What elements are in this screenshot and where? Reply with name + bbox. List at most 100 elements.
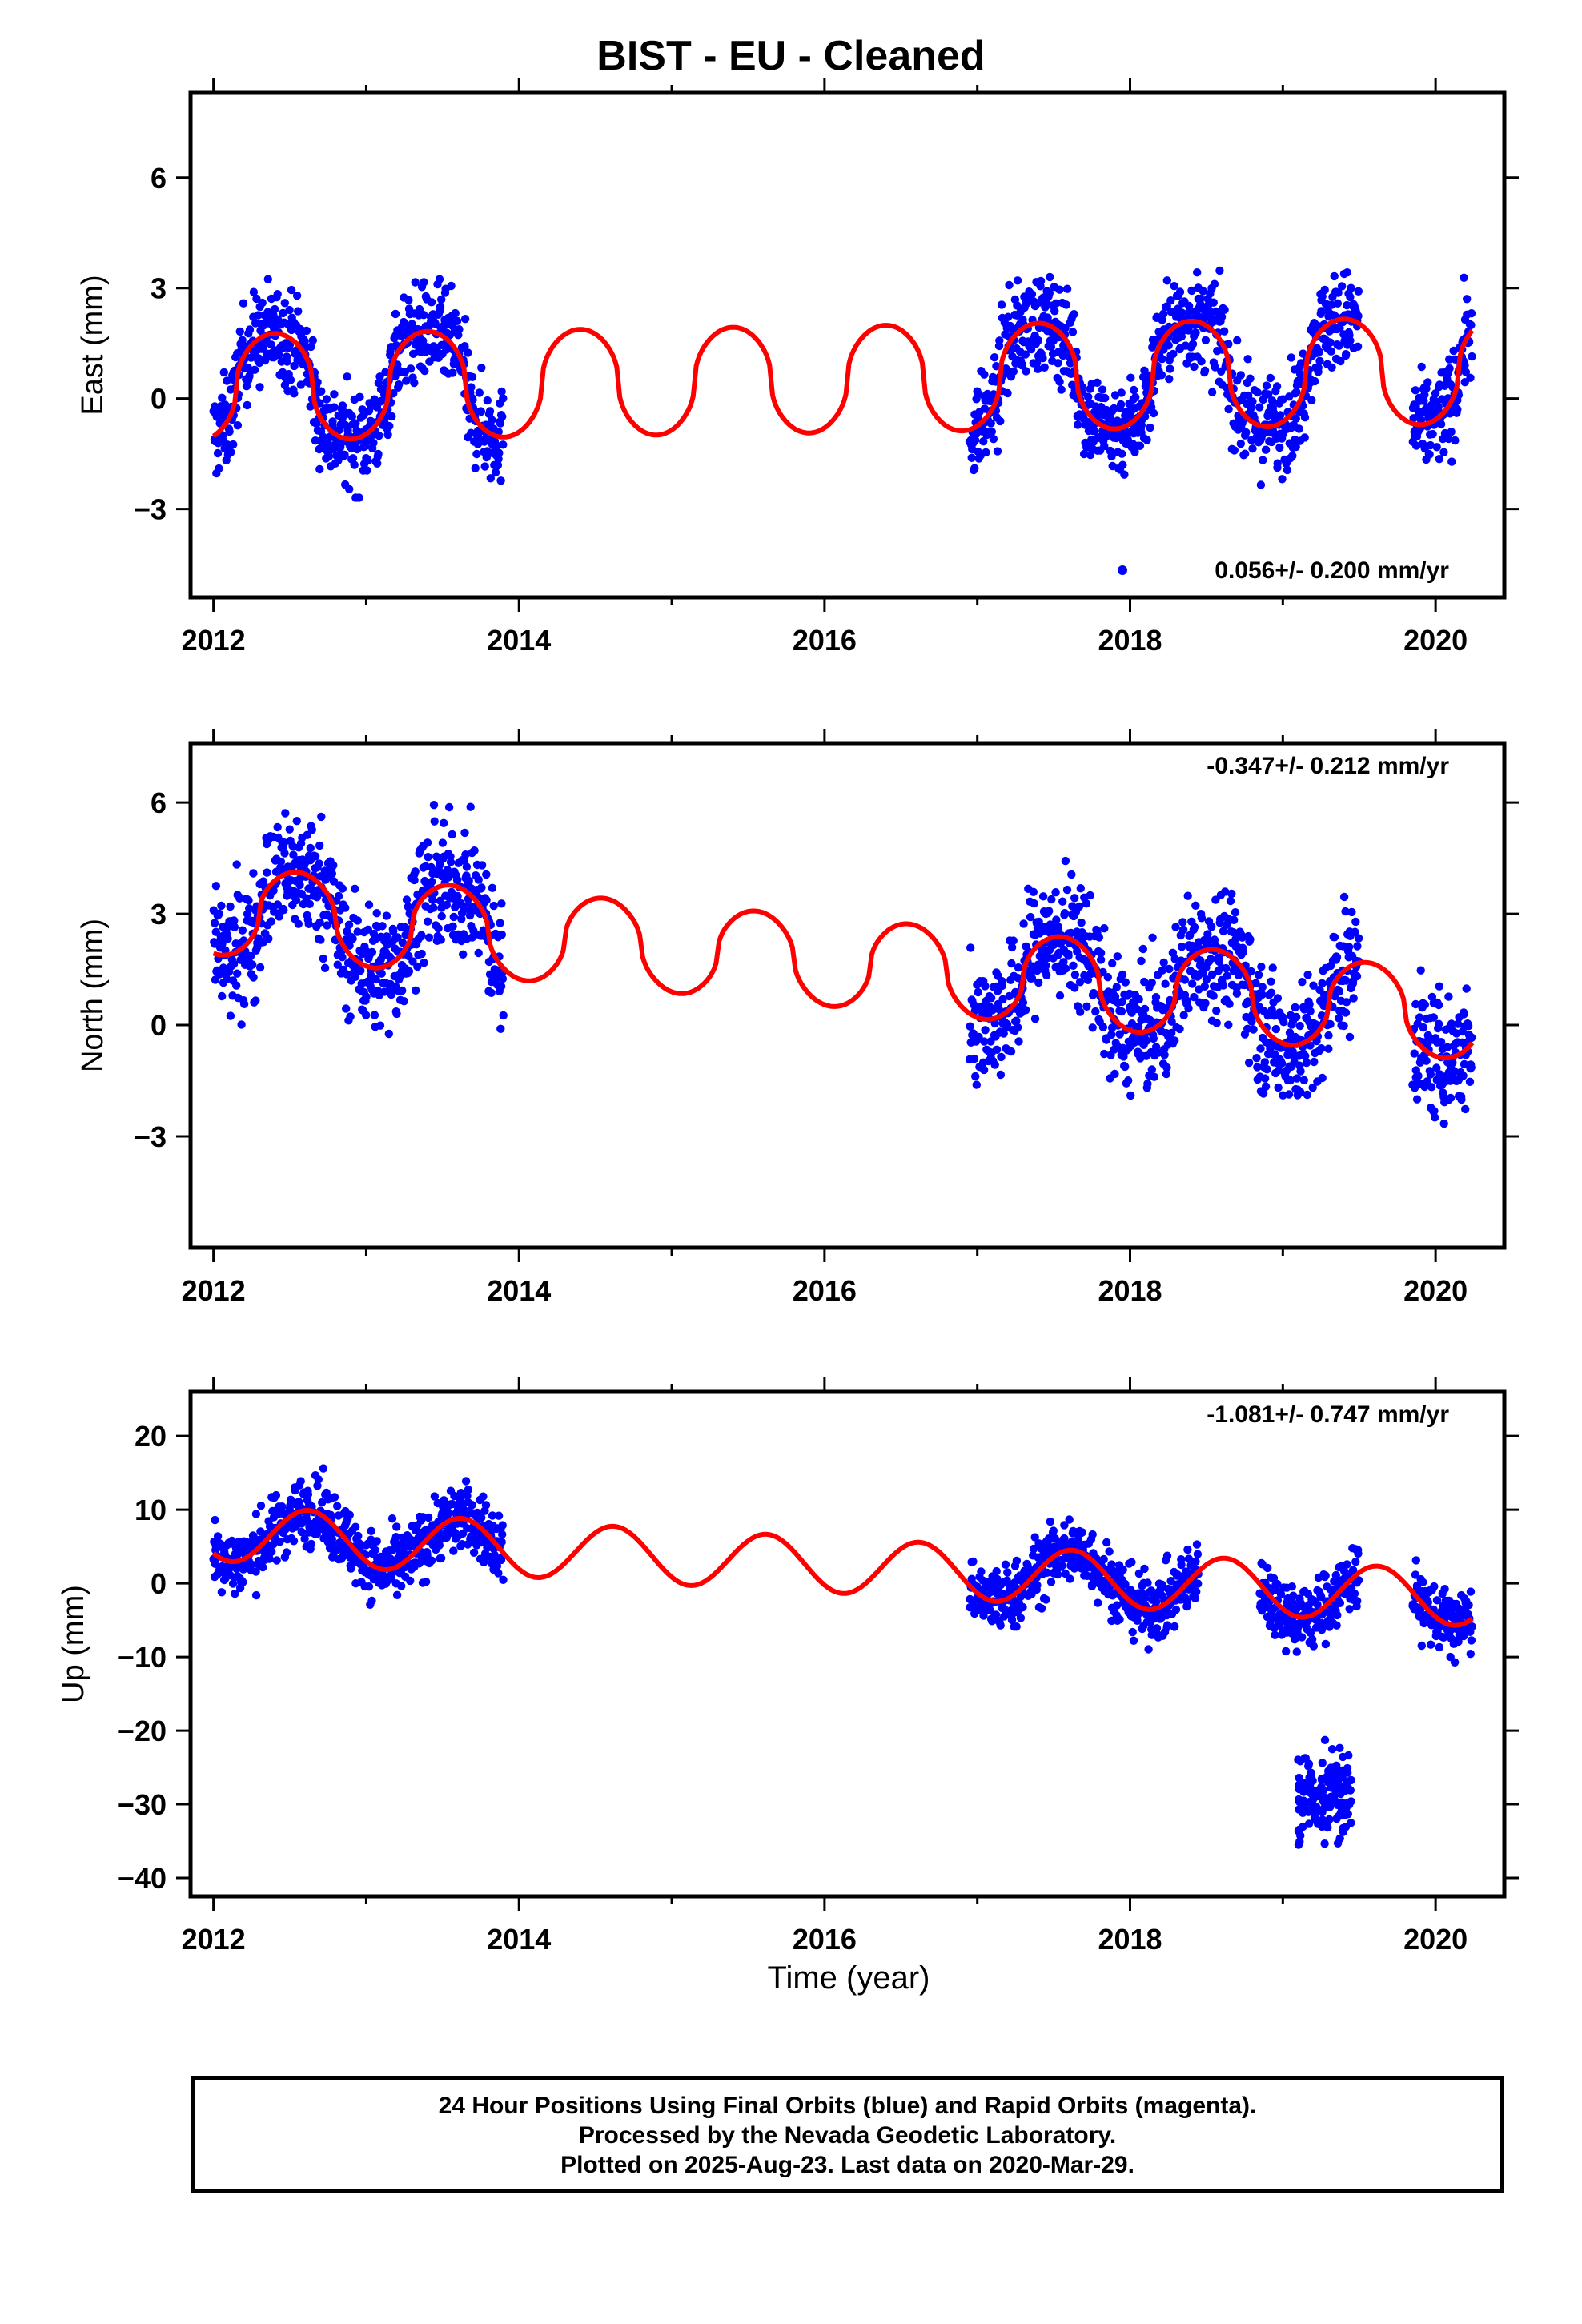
data-point [275, 351, 283, 360]
data-point [1327, 1792, 1336, 1801]
data-point [1341, 1008, 1351, 1017]
data-point [1321, 1571, 1330, 1580]
data-point [292, 291, 302, 300]
data-point [1046, 1578, 1056, 1586]
data-point [1074, 902, 1084, 911]
data-point [1053, 1570, 1062, 1579]
data-point [1347, 283, 1355, 292]
data-point [453, 891, 462, 901]
data-point [1307, 1768, 1315, 1777]
data-point [1013, 276, 1022, 285]
data-point [1118, 1566, 1127, 1574]
data-point [297, 1527, 306, 1537]
data-point [356, 966, 365, 975]
data-point [452, 316, 462, 325]
data-point [485, 407, 495, 416]
data-point [1013, 301, 1022, 310]
data-point [1002, 367, 1011, 376]
data-point [211, 1515, 219, 1525]
data-point [1197, 914, 1207, 923]
data-point [313, 1482, 322, 1490]
data-point [1027, 290, 1037, 299]
data-point [1467, 320, 1476, 329]
data-point [1296, 1067, 1305, 1076]
data-point [255, 963, 265, 972]
data-point [1278, 475, 1287, 484]
data-point [472, 449, 481, 459]
data-point [468, 1501, 476, 1510]
data-point [1140, 977, 1149, 987]
data-point [223, 376, 231, 385]
x-tick-label: 2014 [487, 624, 551, 657]
data-point [1242, 428, 1251, 437]
data-point [246, 951, 255, 960]
data-point [229, 440, 238, 449]
data-point [408, 320, 416, 328]
data-point [1306, 1788, 1315, 1798]
data-point [1051, 299, 1061, 308]
y-tick-label: 0 [151, 1009, 167, 1042]
data-point [1467, 1063, 1476, 1072]
data-point [237, 1020, 246, 1029]
data-point [215, 464, 223, 473]
data-point [1223, 971, 1231, 980]
data-point [1352, 971, 1362, 981]
data-point [1126, 1091, 1135, 1100]
data-point [1140, 1564, 1149, 1574]
data-point [395, 380, 404, 389]
data-point [1200, 366, 1210, 375]
data-point [303, 1490, 313, 1499]
data-point [1432, 1596, 1442, 1605]
plot-frame [188, 90, 1507, 600]
data-point [1013, 1023, 1022, 1032]
data-point [1251, 979, 1260, 987]
data-point [999, 1029, 1008, 1038]
data-point [264, 934, 273, 943]
data-point [1279, 1018, 1288, 1027]
data-point [285, 305, 294, 315]
data-point [1050, 307, 1059, 316]
data-point [1049, 1526, 1058, 1535]
data-point [371, 975, 380, 984]
data-point [1354, 934, 1363, 943]
data-point [996, 416, 1005, 426]
data-point [1273, 459, 1282, 468]
data-point [1016, 1614, 1026, 1622]
data-point [1432, 1063, 1441, 1072]
data-point [1317, 307, 1326, 316]
data-point [1003, 388, 1012, 398]
data-point [499, 1011, 508, 1020]
data-point [367, 1596, 376, 1606]
data-point [1275, 443, 1284, 452]
data-point [1191, 901, 1200, 910]
data-point [1266, 373, 1275, 383]
data-point [1349, 994, 1358, 1003]
data-point [1342, 976, 1351, 985]
data-point [1118, 970, 1127, 979]
data-point [1084, 392, 1093, 401]
data-point [460, 828, 469, 838]
data-point [1296, 1088, 1305, 1097]
x-tick-label: 2012 [182, 1274, 246, 1307]
data-point [1436, 420, 1446, 428]
data-point [1426, 440, 1435, 450]
data-point [1183, 1545, 1192, 1554]
data-point [482, 870, 491, 879]
data-point [494, 1511, 504, 1520]
data-point [306, 843, 315, 853]
data-point [460, 315, 470, 324]
data-point [982, 448, 990, 457]
data-point [1339, 1021, 1348, 1031]
data-point [398, 986, 407, 995]
data-point [1096, 955, 1106, 964]
data-point [1167, 1028, 1176, 1038]
data-point [1184, 326, 1193, 335]
data-point [307, 1539, 316, 1549]
data-point [304, 919, 313, 928]
data-point [1055, 991, 1065, 1000]
data-point [448, 830, 456, 839]
data-point [995, 336, 1004, 345]
footer-line-2: Processed by the Nevada Geodetic Laborat… [578, 2122, 1117, 2149]
data-point [967, 453, 976, 462]
